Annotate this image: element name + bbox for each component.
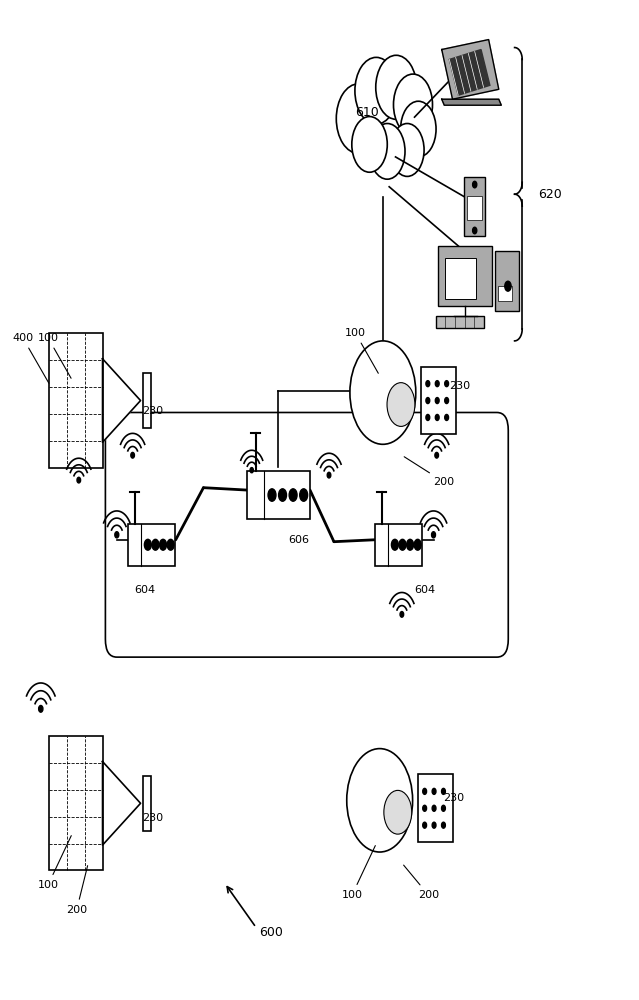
Circle shape [435, 398, 439, 404]
Circle shape [423, 805, 427, 811]
Polygon shape [442, 99, 502, 105]
Polygon shape [442, 40, 499, 99]
Circle shape [250, 468, 254, 473]
Text: 606: 606 [288, 535, 309, 545]
Circle shape [442, 822, 445, 828]
Circle shape [426, 381, 430, 387]
Circle shape [369, 124, 405, 179]
Circle shape [144, 539, 151, 550]
Polygon shape [102, 762, 141, 845]
Text: 604: 604 [135, 585, 156, 595]
Bar [421, 367, 456, 434]
Circle shape [414, 539, 421, 550]
Circle shape [347, 749, 413, 852]
Circle shape [327, 472, 331, 478]
Circle shape [435, 414, 439, 420]
Circle shape [376, 55, 417, 119]
Bar [128, 524, 175, 566]
Circle shape [392, 539, 398, 550]
Circle shape [423, 822, 427, 828]
Circle shape [355, 57, 397, 124]
Bar [436, 316, 484, 328]
Circle shape [505, 281, 511, 291]
Circle shape [406, 539, 413, 550]
Text: 604: 604 [415, 585, 436, 595]
Circle shape [289, 489, 297, 501]
Text: 230: 230 [142, 406, 163, 416]
Circle shape [167, 539, 174, 550]
Circle shape [431, 532, 436, 538]
Bar [49, 736, 102, 870]
Bar [143, 776, 151, 831]
Text: 100: 100 [342, 846, 375, 900]
Circle shape [279, 489, 286, 501]
Circle shape [77, 477, 81, 483]
Bar [498, 286, 512, 301]
Circle shape [400, 612, 404, 617]
Bar [49, 333, 102, 468]
Circle shape [401, 101, 436, 157]
Circle shape [350, 341, 416, 444]
Circle shape [131, 452, 134, 458]
Circle shape [160, 539, 167, 550]
Circle shape [399, 539, 406, 550]
Text: 200: 200 [66, 866, 88, 915]
Circle shape [423, 788, 427, 794]
Bar [418, 774, 452, 842]
Text: 600: 600 [259, 926, 283, 939]
Circle shape [445, 381, 449, 387]
Circle shape [432, 822, 436, 828]
Bar [495, 251, 520, 311]
Text: 620: 620 [538, 188, 562, 201]
Circle shape [115, 532, 119, 538]
Circle shape [473, 227, 477, 234]
Circle shape [426, 398, 430, 404]
Circle shape [152, 539, 159, 550]
Circle shape [442, 788, 445, 794]
Text: 100: 100 [38, 333, 71, 378]
Circle shape [432, 788, 436, 794]
Circle shape [432, 805, 436, 811]
Circle shape [426, 414, 430, 420]
Circle shape [442, 805, 445, 811]
Circle shape [336, 84, 381, 153]
Text: 400: 400 [12, 333, 49, 383]
Text: 100: 100 [38, 836, 72, 890]
Bar [467, 196, 482, 220]
Circle shape [300, 489, 307, 501]
Text: 230: 230 [443, 793, 464, 803]
Circle shape [473, 181, 477, 188]
Circle shape [352, 117, 387, 172]
Circle shape [445, 414, 449, 420]
Polygon shape [102, 359, 141, 442]
Circle shape [445, 398, 449, 404]
Circle shape [268, 489, 276, 501]
Polygon shape [449, 50, 490, 95]
Circle shape [384, 790, 412, 834]
Bar [465, 177, 485, 236]
FancyBboxPatch shape [105, 412, 508, 657]
Circle shape [390, 124, 424, 176]
Circle shape [387, 383, 415, 426]
Circle shape [435, 381, 439, 387]
Circle shape [38, 705, 43, 712]
Text: 200: 200 [404, 865, 439, 900]
Text: 230: 230 [449, 381, 470, 391]
Bar [143, 373, 151, 428]
Circle shape [435, 452, 438, 458]
Bar [247, 471, 310, 519]
Text: 100: 100 [345, 328, 378, 373]
Circle shape [394, 74, 433, 135]
Bar [375, 524, 422, 566]
Text: 230: 230 [142, 813, 163, 823]
Text: 610: 610 [355, 106, 379, 119]
Bar [445, 258, 476, 299]
Bar [438, 246, 492, 306]
Text: 200: 200 [404, 457, 454, 487]
